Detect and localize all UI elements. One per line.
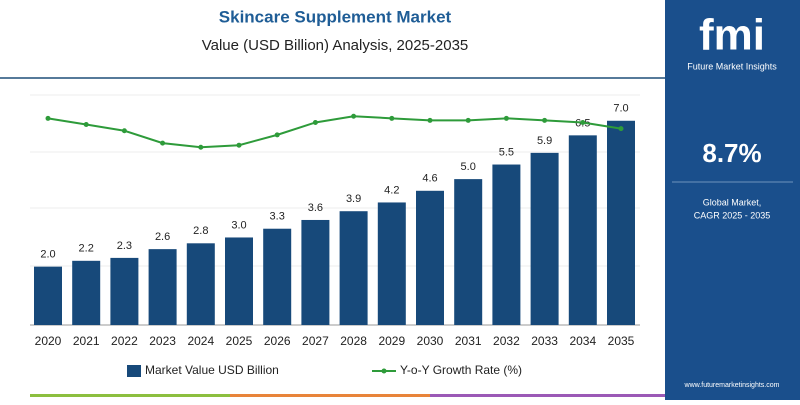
line-point <box>274 132 280 138</box>
x-tick-label: 2027 <box>302 334 329 348</box>
side-panel <box>665 0 800 400</box>
bar <box>607 120 635 325</box>
x-tick-label: 2031 <box>455 334 482 348</box>
x-tick-label: 2028 <box>340 334 367 348</box>
data-label: 3.6 <box>308 202 323 214</box>
bar <box>148 249 177 325</box>
bar <box>110 257 139 325</box>
bar <box>530 152 559 325</box>
data-label: 5.0 <box>461 161 476 173</box>
line-point <box>160 140 166 146</box>
line-point <box>312 119 318 125</box>
data-label: 2.3 <box>117 240 132 252</box>
legend-swatch <box>381 368 387 374</box>
bar <box>263 228 292 325</box>
x-tick-label: 2035 <box>608 334 635 348</box>
x-tick-label: 2026 <box>264 334 291 348</box>
footer-strip <box>30 394 230 397</box>
x-tick-label: 2023 <box>149 334 176 348</box>
x-tick-label: 2021 <box>73 334 100 348</box>
line-point <box>503 115 509 121</box>
data-label: 3.0 <box>231 219 246 231</box>
bar <box>454 179 483 325</box>
x-tick-label: 2029 <box>378 334 405 348</box>
data-label: 2.8 <box>193 225 208 237</box>
line-point <box>427 117 433 123</box>
cagr-label: Global Market, <box>703 197 762 207</box>
data-label: 4.2 <box>384 184 399 196</box>
bar <box>186 243 215 325</box>
data-label: 3.3 <box>270 211 285 223</box>
chart-title: Skincare Supplement Market <box>219 7 452 26</box>
x-tick-label: 2034 <box>569 334 596 348</box>
line-point <box>618 126 624 132</box>
bar <box>377 202 406 325</box>
data-label: 2.2 <box>79 243 94 255</box>
bar <box>568 135 597 325</box>
bar <box>339 211 368 325</box>
data-label: 7.0 <box>613 103 628 115</box>
cagr-label: CAGR 2025 - 2035 <box>694 210 771 220</box>
x-tick-label: 2020 <box>35 334 62 348</box>
line-point <box>389 115 395 121</box>
x-tick-label: 2030 <box>417 334 444 348</box>
brand: Future Market Insights <box>687 61 777 71</box>
line-series <box>47 115 622 149</box>
chart-subtitle: Value (USD Billion) Analysis, 2025-2035 <box>202 37 469 54</box>
line-point <box>236 142 242 148</box>
data-label: 3.9 <box>346 193 361 205</box>
line-point <box>198 144 204 150</box>
legend-label: Market Value USD Billion <box>145 363 279 377</box>
bar <box>416 190 444 325</box>
data-label: 2.6 <box>155 231 170 243</box>
bar <box>225 237 253 325</box>
bar <box>301 219 330 325</box>
bar <box>72 260 101 325</box>
footer-strip <box>430 394 665 397</box>
data-label: 4.6 <box>422 173 437 185</box>
data-label: 5.5 <box>499 146 514 158</box>
data-label: 5.9 <box>537 135 552 147</box>
website: www.futuremarketinsights.com <box>684 382 780 389</box>
x-tick-label: 2024 <box>187 334 214 348</box>
bar <box>492 164 521 325</box>
data-label: 2.0 <box>40 249 55 261</box>
line-point <box>83 122 89 128</box>
x-tick-label: 2025 <box>226 334 253 348</box>
bar <box>34 266 62 325</box>
footer-strip <box>230 394 430 397</box>
line-point <box>121 128 127 134</box>
cagr-value: 8.7% <box>702 138 761 168</box>
legend-label: Y-o-Y Growth Rate (%) <box>400 363 522 377</box>
logo: fmi <box>699 11 765 60</box>
legend-swatch <box>127 365 141 377</box>
line-point <box>580 119 586 125</box>
line-point <box>542 117 548 123</box>
line-point <box>351 113 357 119</box>
x-tick-label: 2022 <box>111 334 138 348</box>
line-point <box>45 115 51 121</box>
line-point <box>465 117 471 123</box>
x-tick-label: 2033 <box>531 334 558 348</box>
x-tick-label: 2032 <box>493 334 520 348</box>
